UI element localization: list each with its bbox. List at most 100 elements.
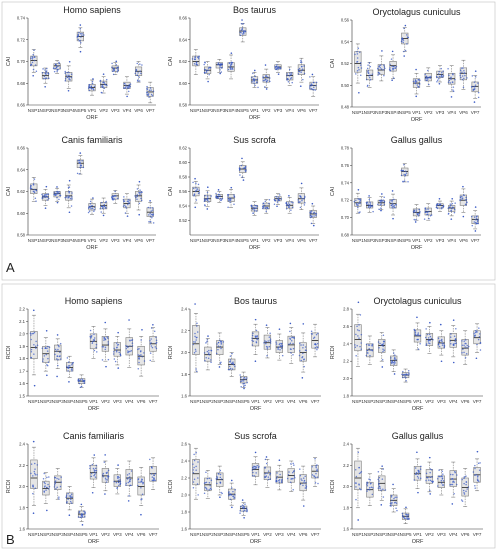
data-point: [207, 69, 209, 72]
x-axis-label: ORF: [249, 115, 261, 121]
x-tick-label: VP2: [263, 399, 272, 404]
data-point: [403, 173, 405, 176]
data-point: [194, 332, 196, 335]
data-point: [359, 200, 361, 203]
data-point: [147, 206, 150, 209]
box-plot: [89, 454, 98, 494]
data-point: [459, 72, 461, 75]
data-point: [437, 73, 440, 75]
data-point: [392, 352, 395, 354]
x-tick-label: VP7: [309, 108, 318, 113]
data-point: [149, 220, 152, 223]
data-point: [358, 329, 360, 332]
data-point: [463, 194, 465, 196]
x-tick-label: VP3: [274, 238, 283, 243]
box-plot: [449, 319, 457, 364]
data-point: [101, 85, 103, 87]
data-point: [149, 212, 151, 215]
outlier-point: [301, 377, 304, 379]
data-point: [194, 56, 196, 59]
x-tick-label: VP7: [146, 108, 155, 113]
data-point: [138, 354, 141, 357]
data-point: [153, 478, 155, 480]
data-point: [269, 478, 272, 480]
x-tick-label: NSP3: [213, 238, 225, 243]
outlier-point: [302, 323, 305, 325]
data-point: [150, 345, 153, 347]
x-tick-label: VP3: [111, 238, 120, 243]
data-point: [379, 342, 381, 345]
box-plot: [353, 188, 362, 214]
box-plot: [64, 179, 73, 214]
chart-title: Oryctolagus cuniculus: [373, 296, 462, 306]
outlier-point: [242, 179, 245, 181]
data-point: [286, 74, 288, 77]
data-point: [55, 488, 57, 490]
x-tick-label: NSP2: [202, 399, 214, 404]
data-point: [83, 34, 85, 36]
data-point: [292, 347, 295, 350]
data-point: [253, 206, 255, 209]
data-point: [203, 482, 206, 484]
data-point: [115, 64, 117, 66]
data-point: [476, 330, 478, 332]
data-point: [70, 368, 73, 370]
data-point: [302, 346, 304, 349]
data-point: [204, 69, 207, 71]
data-point: [429, 476, 432, 479]
box-plot: [273, 193, 283, 208]
data-point: [356, 50, 358, 53]
data-point: [400, 169, 403, 172]
data-point: [461, 67, 463, 69]
data-point: [71, 362, 74, 365]
data-point: [311, 215, 313, 217]
data-point: [253, 208, 256, 210]
x-axis-label: ORF: [412, 406, 424, 412]
box-plot: [203, 470, 213, 499]
data-point: [436, 202, 439, 205]
data-point: [116, 344, 119, 346]
data-point: [192, 469, 194, 471]
data-point: [369, 201, 371, 204]
data-point: [232, 490, 234, 493]
box-plot: [76, 24, 85, 53]
outlier-point: [265, 456, 268, 458]
data-point: [419, 210, 421, 213]
y-tick-label: 2.4: [343, 341, 349, 346]
x-tick-label: NSP1: [190, 399, 202, 404]
data-point: [302, 477, 305, 479]
data-point: [430, 337, 433, 340]
y-tick-label: 1.8: [343, 505, 349, 510]
data-point: [64, 72, 66, 74]
data-point: [256, 464, 258, 467]
box-plot: [413, 316, 422, 351]
data-point: [43, 75, 46, 78]
data-point: [279, 473, 281, 476]
data-point: [265, 81, 268, 83]
y-axis-label: RCDI: [168, 345, 174, 359]
data-point: [417, 213, 419, 216]
data-point: [203, 198, 206, 200]
data-point: [303, 196, 306, 199]
data-point: [77, 516, 80, 518]
box-plot: [41, 185, 50, 209]
x-tick-label: NSP3: [376, 399, 388, 404]
box-plot: [215, 465, 224, 499]
data-point: [425, 328, 427, 330]
box-plot: [111, 60, 120, 76]
box: [425, 469, 434, 484]
data-point: [193, 341, 195, 343]
data-point: [220, 347, 222, 350]
x-tick-label: VP2: [262, 238, 271, 243]
box-plot: [146, 200, 155, 224]
data-point: [265, 75, 267, 78]
data-point: [205, 70, 208, 72]
data-point: [477, 91, 480, 94]
box-plot: [389, 483, 398, 513]
data-point: [389, 63, 391, 66]
data-point: [102, 81, 105, 83]
data-point: [288, 206, 290, 208]
data-point: [266, 354, 268, 357]
y-axis-label: RCDI: [6, 345, 12, 359]
